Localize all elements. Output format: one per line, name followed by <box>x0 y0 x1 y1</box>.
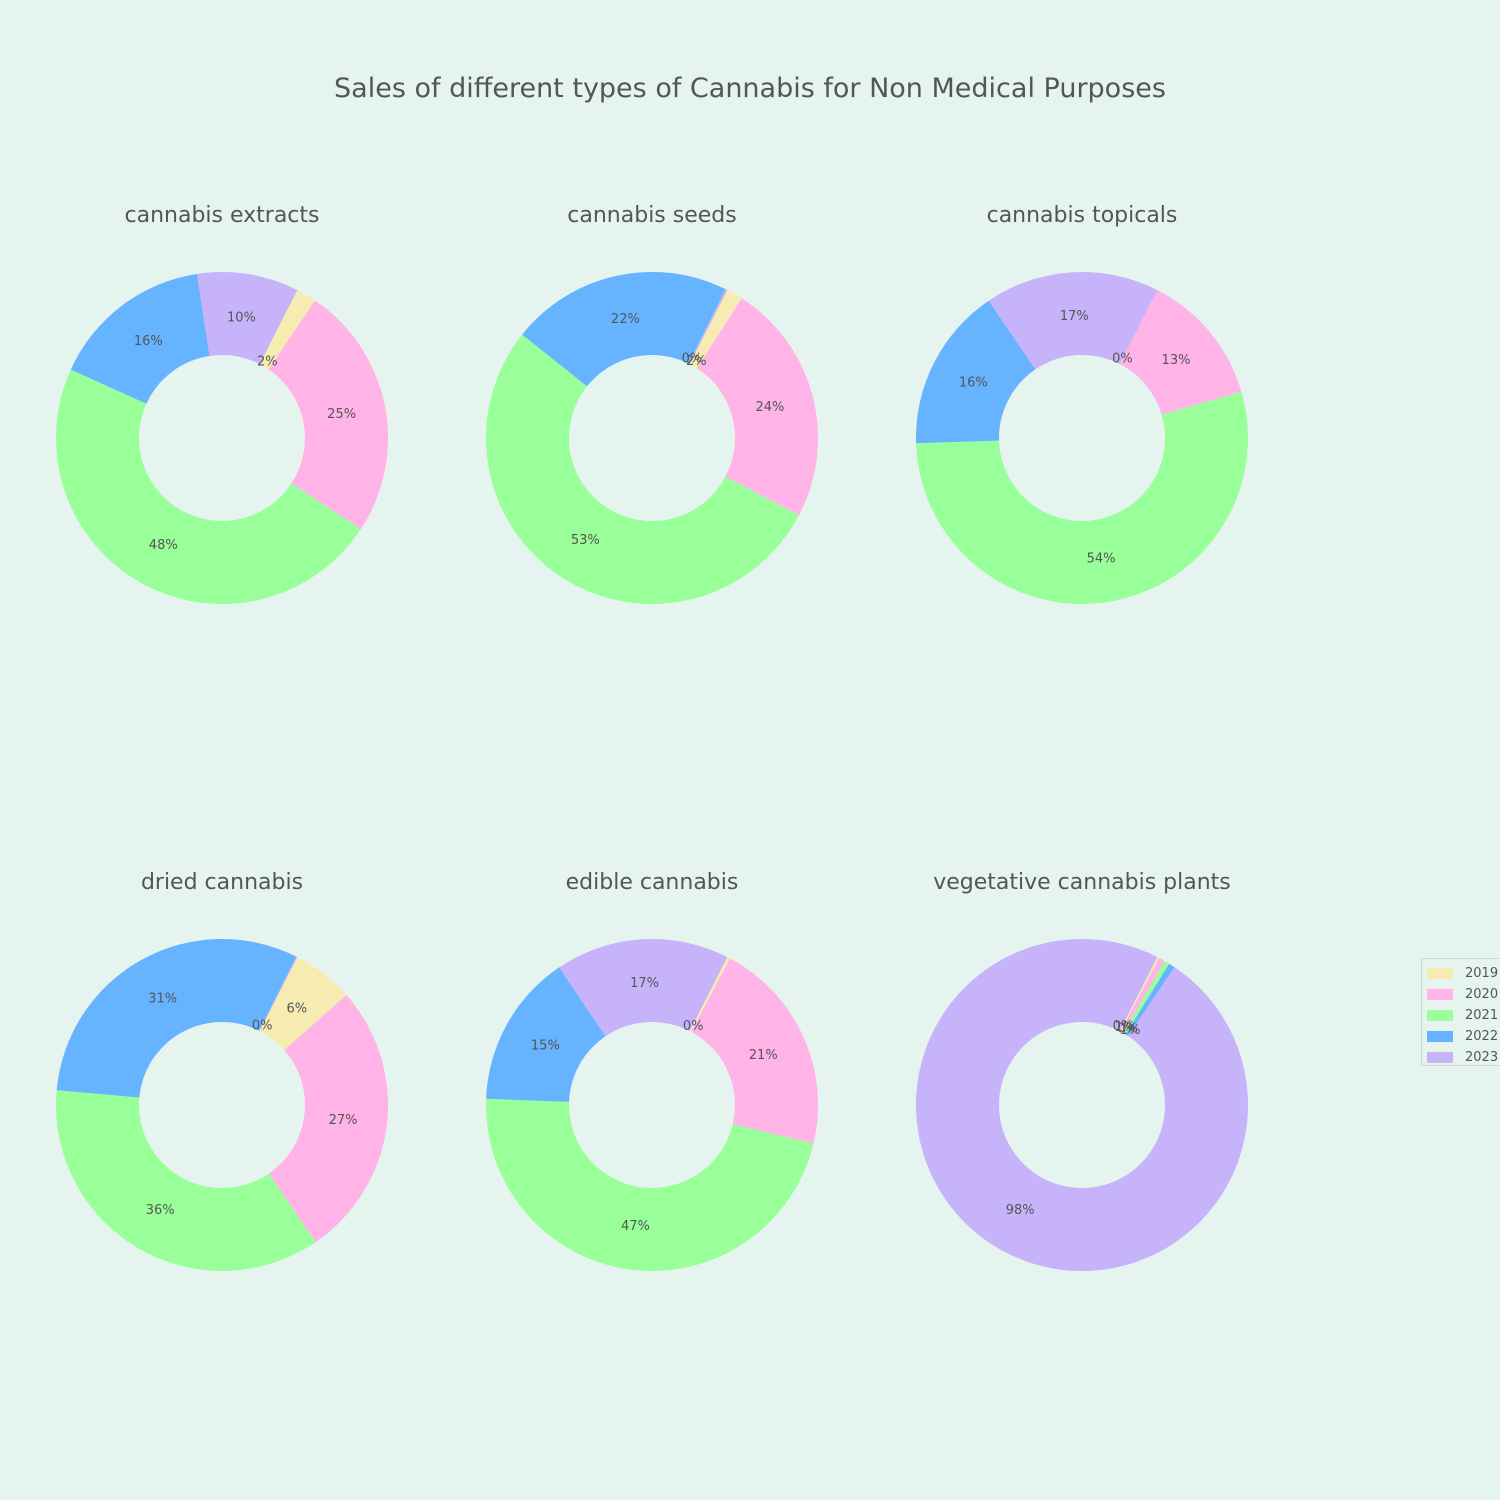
pie-slice[interactable] <box>259 956 298 1032</box>
pie-slice[interactable] <box>55 1090 316 1271</box>
legend-swatch <box>1427 989 1453 1000</box>
slice-label: 16% <box>134 334 163 349</box>
legend-label: 2022 <box>1465 1029 1499 1044</box>
pie-slice[interactable] <box>689 957 731 1032</box>
pie-slice[interactable] <box>259 290 316 370</box>
slice-label: 16% <box>959 376 988 391</box>
slice-label: 98% <box>1006 1203 1035 1218</box>
pie-subtitle: cannabis extracts <box>125 203 320 228</box>
legend-item[interactable]: 2023 <box>1427 1047 1500 1068</box>
pie-slice[interactable] <box>70 273 210 404</box>
slice-label: 0% <box>1117 1022 1138 1037</box>
pie-slice[interactable] <box>1123 961 1170 1035</box>
slice-label: 27% <box>329 1113 358 1128</box>
legend-swatch <box>1427 1010 1453 1021</box>
pie-slice[interactable] <box>915 939 1248 1271</box>
slice-label: 36% <box>146 1203 175 1218</box>
slice-label: 24% <box>756 400 785 415</box>
slice-label: 54% <box>1087 551 1116 566</box>
slice-label: 22% <box>611 312 640 327</box>
legend-label: 2019 <box>1465 966 1499 981</box>
pie-slice[interactable] <box>691 958 818 1144</box>
pie-slice[interactable] <box>522 271 726 387</box>
legend-swatch <box>1427 1052 1453 1063</box>
pie-slice[interactable] <box>696 298 818 516</box>
legend: 2019 2020 2021 2022 2023 <box>1421 958 1500 1066</box>
pie-slice[interactable] <box>486 967 606 1102</box>
slice-label: 21% <box>749 1048 778 1063</box>
pie-chart: cannabis seeds 2% 24% 53% 22% 0% <box>485 203 818 604</box>
legend-item[interactable]: 2020 <box>1427 984 1500 1005</box>
pie-subtitle: dried cannabis <box>141 870 303 895</box>
legend-label: 2023 <box>1465 1050 1499 1065</box>
pie-slice[interactable] <box>916 300 1036 444</box>
pie-subtitle: cannabis topicals <box>987 203 1178 228</box>
pie-subtitle: edible cannabis <box>566 870 739 895</box>
pie-slice[interactable] <box>55 369 361 605</box>
pie-slice[interactable] <box>197 272 298 365</box>
pie-slice[interactable] <box>1125 963 1175 1037</box>
pie-slice[interactable] <box>485 334 799 604</box>
pie-slice[interactable] <box>486 1098 814 1271</box>
pie-slice[interactable] <box>559 939 728 1037</box>
slice-label: 10% <box>227 311 256 326</box>
slice-label: 1% <box>1120 1023 1141 1038</box>
pie-slice[interactable] <box>988 272 1158 370</box>
slice-label: 2% <box>257 354 278 369</box>
pie-slice[interactable] <box>689 290 742 369</box>
slice-label: 0% <box>1113 1019 1134 1034</box>
pie-chart: edible cannabis 0% 21% 47% 15% 17% <box>486 870 818 1271</box>
slice-label: 25% <box>327 407 356 422</box>
pie-slice[interactable] <box>1119 957 1160 1032</box>
slice-label: 48% <box>149 538 178 553</box>
slice-label: 0% <box>683 1019 704 1034</box>
pie-slice[interactable] <box>916 391 1248 605</box>
slice-label: 0% <box>1112 352 1133 367</box>
slice-label: 17% <box>1060 309 1089 324</box>
pie-subtitle: cannabis seeds <box>567 203 736 228</box>
pie-chart: cannabis extracts 2% 25% 48% 16% 10% <box>55 203 388 605</box>
pie-chart: dried cannabis 6% 27% 36% 31% 0% <box>55 870 388 1271</box>
legend-swatch <box>1427 1031 1453 1042</box>
slice-label: 1% <box>1115 1020 1136 1035</box>
pie-slice[interactable] <box>268 300 388 529</box>
legend-item[interactable]: 2019 <box>1427 963 1500 984</box>
pie-slice[interactable] <box>259 957 347 1051</box>
pie-slice[interactable] <box>1120 958 1165 1034</box>
slice-label: 53% <box>571 533 600 548</box>
pie-subtitle: vegetative cannabis plants <box>933 870 1231 895</box>
slice-label: 17% <box>630 976 659 991</box>
slice-label: 15% <box>531 1039 560 1054</box>
slice-label: 13% <box>1162 353 1191 368</box>
chart-title: Sales of different types of Cannabis for… <box>334 73 1166 104</box>
legend-item[interactable]: 2022 <box>1427 1026 1500 1047</box>
legend-item[interactable]: 2021 <box>1427 1005 1500 1026</box>
pie-chart: vegetative cannabis plants 0%1%0%1% 98% <box>915 870 1248 1271</box>
slice-label: 47% <box>621 1219 650 1234</box>
legend-label: 2021 <box>1465 1008 1499 1023</box>
slice-label: 31% <box>148 991 177 1006</box>
legend-swatch <box>1427 968 1453 979</box>
legend-label: 2020 <box>1465 987 1499 1002</box>
slice-label: 0% <box>682 351 703 366</box>
slice-label: 0% <box>252 1019 273 1034</box>
slice-label: 2% <box>686 354 707 369</box>
pie-chart: cannabis topicals 0% 13% 54% 16% 17% <box>916 203 1248 605</box>
pie-slice[interactable] <box>56 939 297 1098</box>
pie-slice[interactable] <box>1119 290 1242 415</box>
pie-charts: cannabis extracts2%25%48%16%10%cannabis … <box>55 203 1248 1271</box>
slice-label: 6% <box>286 1002 307 1017</box>
pie-slice[interactable] <box>268 995 388 1243</box>
pie-slice[interactable] <box>688 289 728 365</box>
